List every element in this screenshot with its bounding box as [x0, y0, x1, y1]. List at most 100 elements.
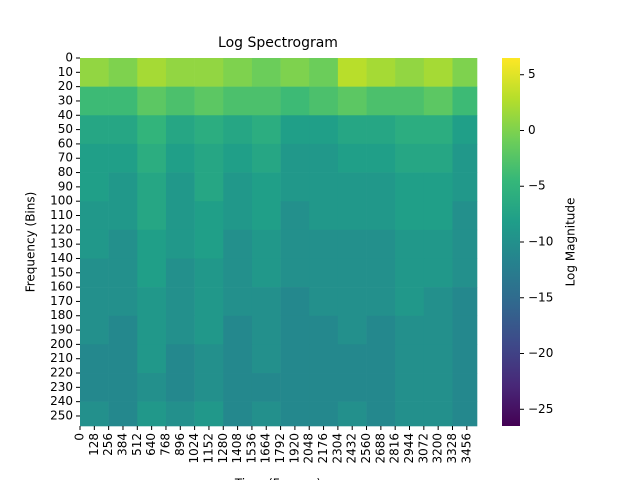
heatmap-cell [337, 373, 367, 402]
heatmap-cell [223, 344, 253, 374]
heatmap-cell [309, 58, 339, 87]
heatmap-cell [280, 172, 310, 202]
x-tick-label: 3328 [445, 433, 459, 464]
heatmap-cell [309, 86, 339, 116]
heatmap-cell [337, 258, 367, 288]
heatmap-cell [108, 315, 138, 345]
colorbar-tick-label: −5 [528, 179, 546, 193]
x-tick-label: 0 [73, 433, 87, 441]
x-tick-label: 1664 [259, 433, 273, 464]
heatmap-cell [80, 287, 109, 317]
y-tick-label: 100 [50, 194, 73, 208]
heatmap-cell [309, 143, 339, 173]
heatmap-cell [108, 344, 138, 374]
heatmap-cell [165, 373, 195, 402]
heatmap-cell [452, 344, 478, 374]
heatmap-cell [223, 315, 253, 345]
y-tick-label: 150 [50, 265, 73, 279]
heatmap-cell [108, 172, 138, 202]
heatmap-cell [395, 172, 425, 202]
heatmap-cell [366, 143, 396, 173]
heatmap-cell [108, 258, 138, 288]
y-tick-label: 210 [50, 351, 73, 365]
heatmap-cell [280, 201, 310, 231]
heatmap-cell [366, 258, 396, 288]
heatmap-cell [309, 258, 339, 288]
heatmap-cell [452, 115, 478, 145]
heatmap-cell [366, 229, 396, 259]
x-tick-label: 256 [101, 433, 115, 456]
heatmap-cell [137, 287, 167, 317]
y-axis-label: Frequency (Bins) [24, 192, 38, 293]
heatmap-cell [337, 172, 367, 202]
heatmap-cell [280, 115, 310, 145]
y-tick-label: 160 [50, 280, 73, 294]
x-tick-label: 768 [158, 433, 172, 456]
heatmap-cell [194, 115, 224, 145]
heatmap-cell [452, 143, 478, 173]
heatmap-cell [309, 172, 339, 202]
heatmap-cell [309, 201, 339, 231]
heatmap-cell [165, 229, 195, 259]
y-tick-label: 170 [50, 294, 73, 308]
heatmap-cell [165, 258, 195, 288]
chart-title: Log Spectrogram [218, 35, 338, 51]
heatmap-cell [337, 143, 367, 173]
heatmap-cell [80, 373, 109, 402]
heatmap-cell [452, 58, 478, 87]
heatmap-cell [452, 401, 478, 427]
heatmap-cell [395, 401, 425, 427]
y-tick-label: 40 [58, 108, 73, 122]
heatmap-cell [80, 58, 109, 87]
heatmap-cell [223, 201, 253, 231]
heatmap-cell [366, 401, 396, 427]
heatmap-cell [395, 373, 425, 402]
heatmap-cell [251, 258, 281, 288]
heatmap-cell [395, 229, 425, 259]
heatmap-cell [223, 229, 253, 259]
heatmap-cell [223, 86, 253, 116]
heatmap-cell [366, 86, 396, 116]
heatmap-cell [223, 401, 253, 427]
y-tick-label: 80 [58, 165, 73, 179]
heatmap-cell [165, 172, 195, 202]
heatmap-cell [165, 86, 195, 116]
x-tick-label: 1280 [216, 433, 230, 464]
heatmap-cell [194, 201, 224, 231]
heatmap-cell [423, 229, 453, 259]
heatmap-cell [309, 401, 339, 427]
colorbar-tick-label: 0 [528, 123, 536, 137]
heatmap-cell [280, 315, 310, 345]
colorbar-tick-label: −10 [528, 235, 553, 249]
heatmap-cell [280, 344, 310, 374]
heatmap-cell [366, 172, 396, 202]
colorbar-tick-label: −25 [528, 402, 553, 416]
heatmap-cell [251, 401, 281, 427]
heatmap-cell [337, 287, 367, 317]
heatmap-cell [309, 115, 339, 145]
heatmap-cell [137, 315, 167, 345]
heatmap-cell [223, 58, 253, 87]
heatmap-cell [337, 315, 367, 345]
heatmap-cell [137, 58, 167, 87]
heatmap-cell [423, 344, 453, 374]
x-tick-label: 1152 [201, 433, 215, 464]
heatmap-cell [309, 229, 339, 259]
y-tick-label: 70 [58, 151, 73, 165]
heatmap-cell [108, 401, 138, 427]
heatmap-cell [251, 315, 281, 345]
heatmap-cell [452, 258, 478, 288]
y-tick-label: 20 [58, 79, 73, 93]
y-tick-label: 200 [50, 337, 73, 351]
heatmap-cell [452, 201, 478, 231]
heatmap-cell [423, 373, 453, 402]
heatmap-cell [337, 115, 367, 145]
heatmap-cell [337, 401, 367, 427]
x-tick-label: 2048 [302, 433, 316, 464]
colorbar [502, 58, 520, 426]
heatmap-cell [80, 315, 109, 345]
heatmap-cell [194, 229, 224, 259]
heatmap-cell [165, 287, 195, 317]
heatmap-cell [194, 373, 224, 402]
